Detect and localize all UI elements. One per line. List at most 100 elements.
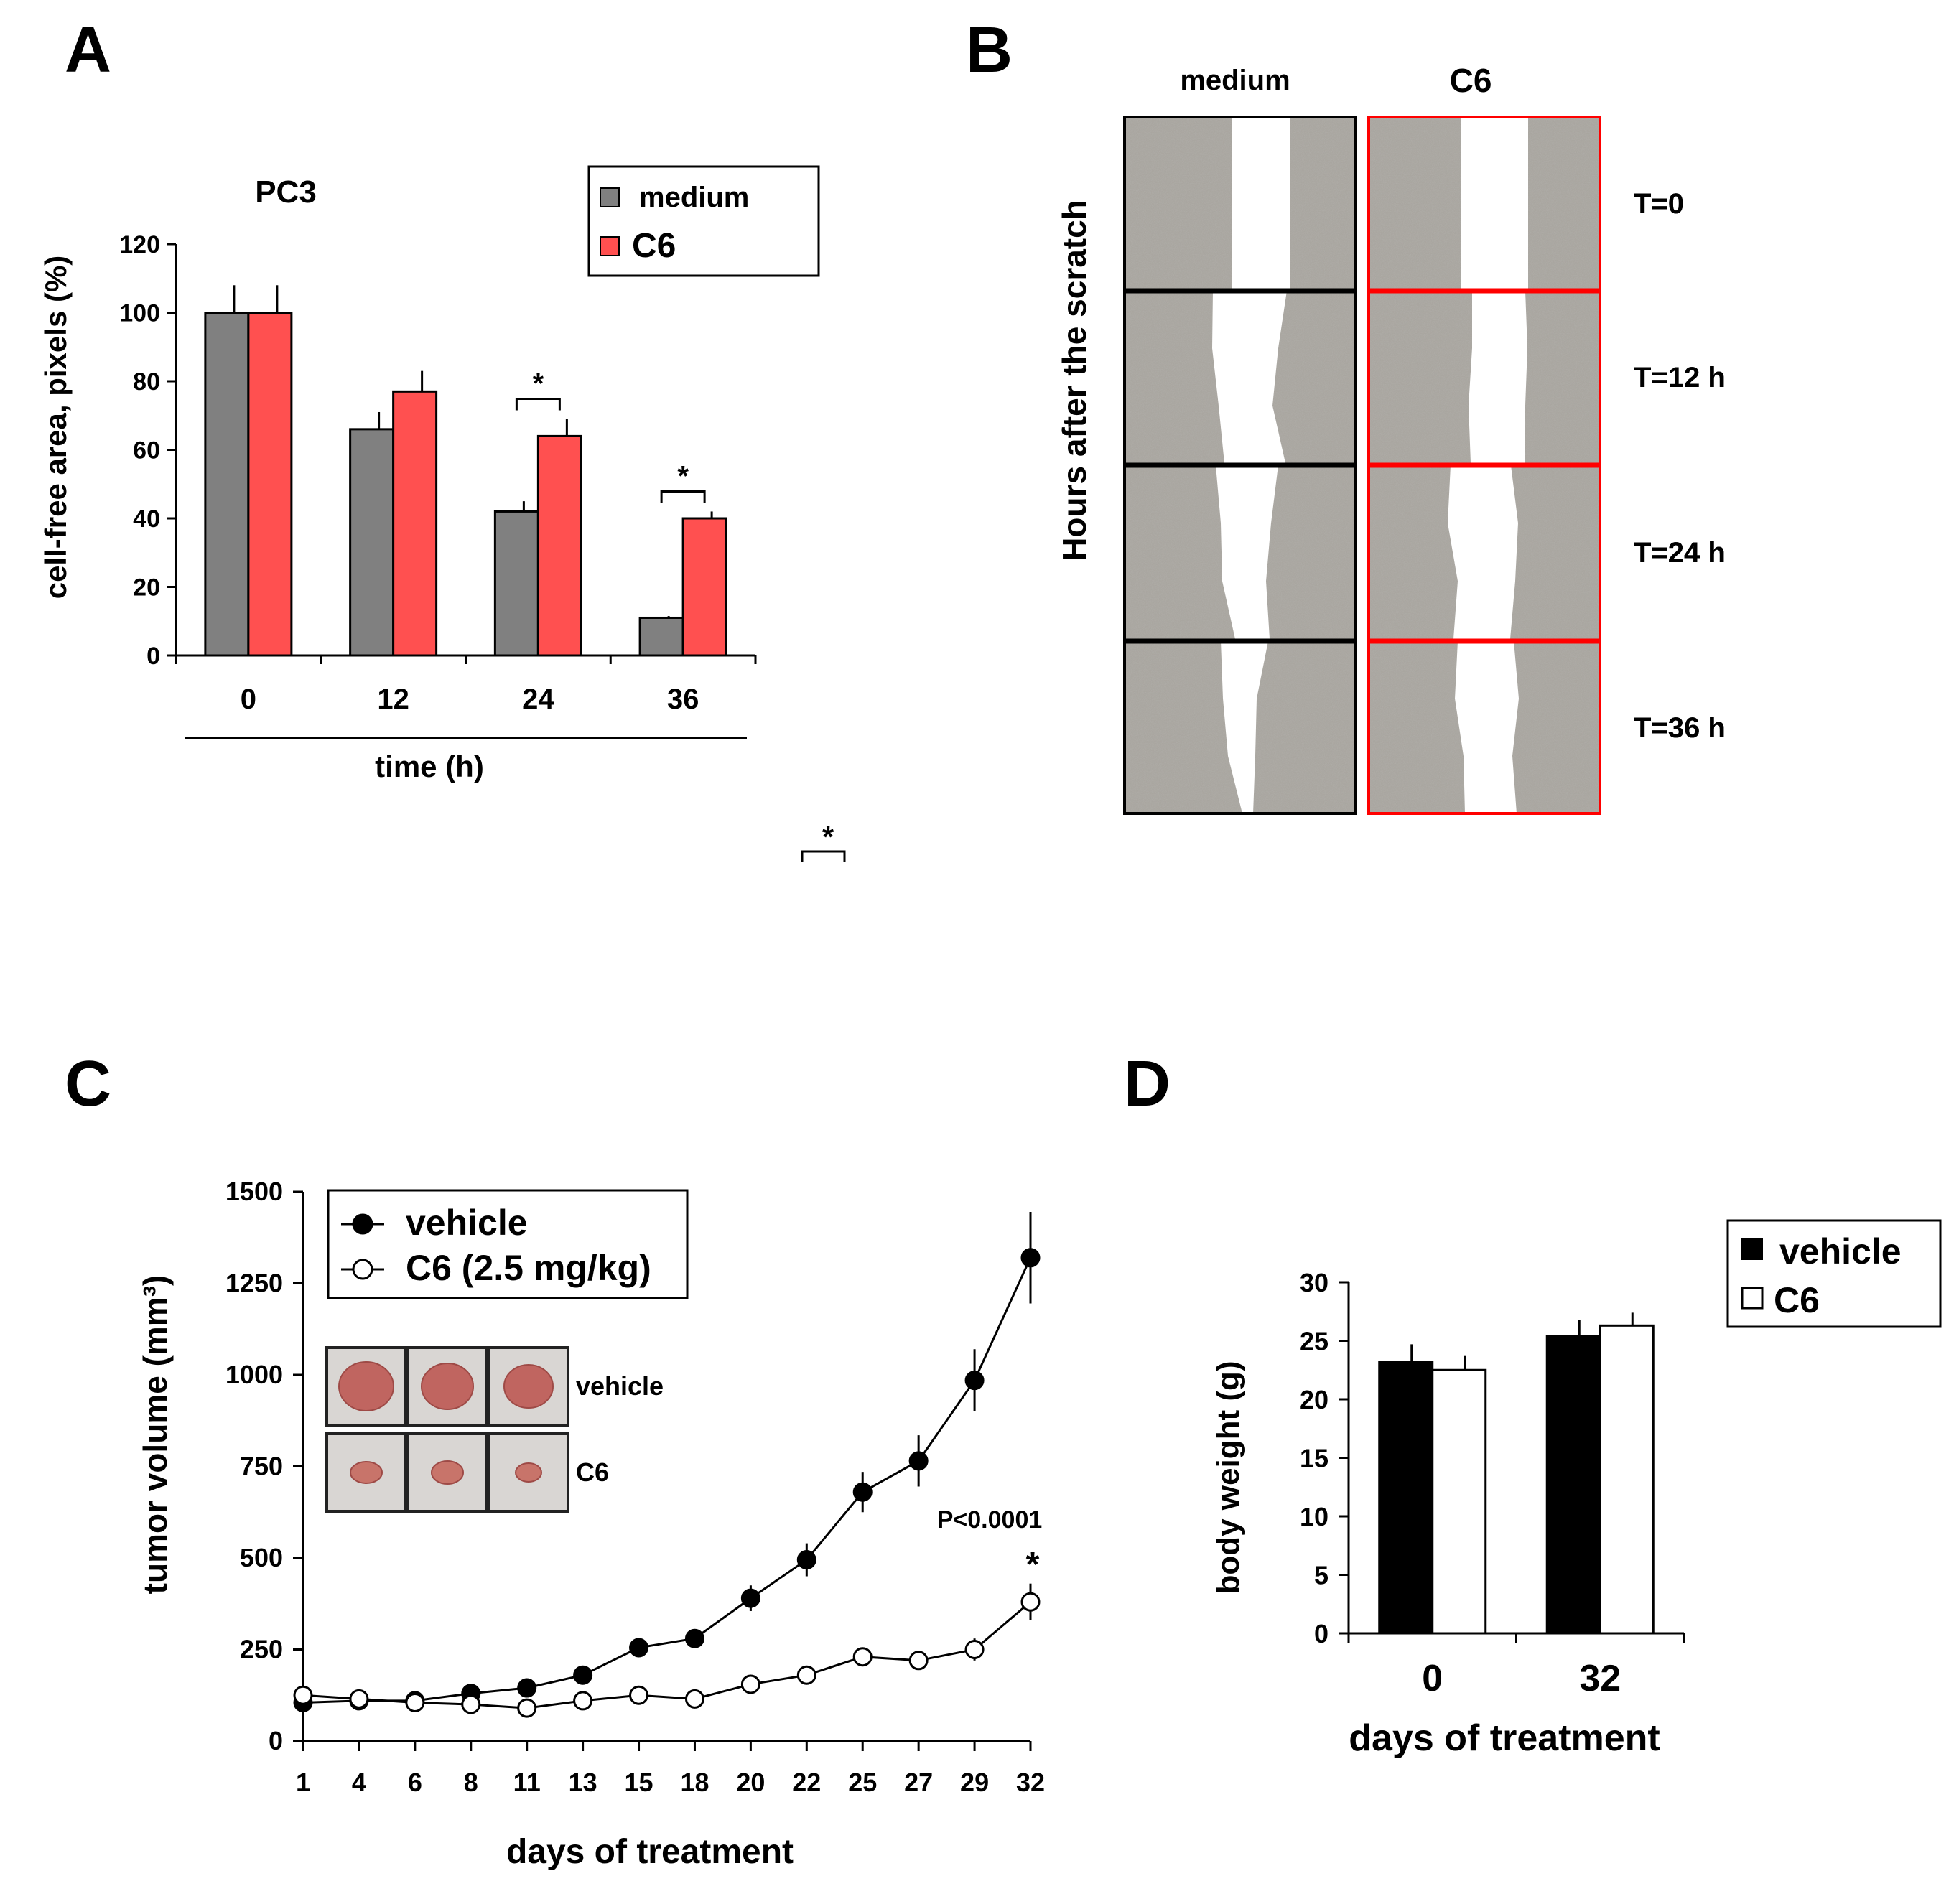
panel-b-col-medium: medium (1180, 65, 1290, 96)
chart-c-point-c6 (517, 1698, 537, 1718)
chart-c-point-vehicle (796, 1550, 816, 1570)
chart-c-legend (327, 1189, 689, 1299)
panel-b-row-label: T=24 h (1634, 537, 1726, 569)
chart-a-title: PC3 (255, 174, 317, 210)
chart-c-xtick-label: 27 (904, 1768, 933, 1797)
panel-b-row-label: T=24 h (1634, 537, 1726, 569)
panel-letter-a: A (65, 14, 111, 86)
chart-d-bar-vehicle (1378, 1361, 1434, 1635)
chart-a-ytick-label: 80 (133, 368, 160, 396)
chart-c-ytick-label: 250 (240, 1635, 283, 1664)
chart-c-ytick-label: 750 (240, 1452, 283, 1481)
chart-a-sig-star: * (533, 368, 544, 400)
chart-c-point-c6 (629, 1685, 649, 1705)
chart-d-bar-c6 (1599, 1324, 1655, 1635)
chart-c-xtick-label: 22 (792, 1768, 821, 1797)
panel-b-row-label: T=0 (1634, 188, 1684, 220)
chart-c-xtick-label: 18 (680, 1768, 709, 1797)
chart-d-xtick-label: 32 (1579, 1658, 1621, 1699)
legend-c-c6-label: C6 (2.5 mg/kg) (406, 1248, 651, 1288)
chart-c-point-c6 (349, 1689, 369, 1709)
chart-a-bar-medium (349, 428, 395, 657)
chart-c-xtick-label: 15 (625, 1768, 653, 1797)
panel-b-row-label: T=0 (1634, 188, 1684, 220)
chart-c-point-c6 (908, 1651, 929, 1671)
chart-a-bar-medium (493, 510, 539, 657)
panel-a-chart: PC3 cell-free area, pixels (%) time (h) … (39, 165, 820, 783)
chart-a-ytick-label: 0 (146, 643, 160, 670)
stray-sig-star: * (822, 820, 834, 854)
tumor-photo (421, 1363, 474, 1410)
chart-c-point-c6 (796, 1665, 816, 1685)
panel-b-row-label: T=36 h (1634, 712, 1726, 744)
chart-d-ytick-label: 15 (1300, 1444, 1329, 1473)
chart-c-point-vehicle (517, 1678, 537, 1698)
legend-c-vehicle-marker (352, 1213, 373, 1235)
scratch-gap (1461, 117, 1528, 289)
scratch-gap (1212, 291, 1287, 463)
legend-d-c6-swatch (1741, 1287, 1764, 1310)
chart-c-point-vehicle (684, 1628, 704, 1648)
chart-a-ytick-label: 100 (119, 300, 160, 327)
chart-c-point-c6 (852, 1647, 873, 1667)
chart-a-bar-c6 (247, 312, 293, 657)
chart-d-ytick-label: 25 (1300, 1327, 1329, 1356)
panel-b-row-label: T=36 h (1634, 712, 1726, 744)
chart-a-ytick-label: 120 (119, 231, 160, 258)
chart-c-xtick-label: 4 (352, 1768, 366, 1797)
chart-c-point-c6 (740, 1674, 760, 1694)
chart-d-ytick-label: 30 (1300, 1268, 1329, 1297)
chart-c-ytick-label: 500 (240, 1543, 283, 1572)
scratch-gap (1448, 465, 1518, 639)
tumor-photo (515, 1462, 542, 1483)
chart-a-legend (587, 165, 820, 277)
panel-d-chart: body weight (g) days of treatment vehicl… (1211, 1219, 1942, 1759)
panel-letter-d: D (1124, 1048, 1171, 1120)
panel-b-row-label: T=12 h (1634, 362, 1726, 393)
tumor-photo (503, 1364, 554, 1409)
tumor-photo-label: vehicle (576, 1371, 664, 1401)
chart-c-ytick-label: 1250 (225, 1269, 283, 1298)
chart-c-point-c6 (1020, 1592, 1041, 1612)
legend-d-c6-label: C6 (1774, 1280, 1820, 1320)
chart-c-xtick-label: 13 (569, 1768, 597, 1797)
chart-c-xtick-label: 8 (464, 1768, 478, 1797)
chart-a-ytick-label: 20 (133, 574, 160, 602)
scratch-gap (1232, 117, 1290, 289)
chart-c-xlabel: days of treatment (506, 1833, 794, 1871)
legend-c-c6-marker (352, 1259, 373, 1280)
scratch-gap (1455, 641, 1519, 813)
chart-d-xlabel: days of treatment (1349, 1717, 1660, 1759)
chart-c-point-vehicle (908, 1451, 929, 1471)
scratch-gap (1216, 465, 1278, 639)
legend-a-c6-label: C6 (632, 227, 676, 265)
chart-c-point-vehicle (573, 1665, 593, 1685)
chart-a-xlabel: time (h) (375, 750, 484, 783)
panel-b-images: medium C6 Hours after the scratch T=0T=0… (1056, 62, 1726, 815)
chart-a-ytick-label: 60 (133, 437, 160, 465)
chart-a-ytick-label: 40 (133, 505, 160, 533)
chart-d-ylabel: body weight (g) (1211, 1361, 1246, 1594)
chart-d-bar-vehicle (1545, 1335, 1601, 1635)
chart-d-ytick-label: 20 (1300, 1385, 1329, 1414)
chart-c-xtick-label: 6 (408, 1768, 422, 1797)
scratch-gap (1469, 291, 1527, 463)
chart-c-point-vehicle (1020, 1248, 1041, 1268)
chart-a-bar-medium (638, 616, 684, 657)
chart-a-bar-c6 (681, 517, 727, 657)
legend-d-vehicle-label: vehicle (1779, 1231, 1902, 1271)
panel-b-row-label: T=12 h (1634, 362, 1726, 393)
chart-a-sig-star: * (677, 460, 689, 492)
chart-c-point-vehicle (740, 1588, 760, 1608)
scratch-gap (1221, 641, 1268, 813)
chart-c-point-c6 (293, 1685, 313, 1705)
chart-d-xtick-label: 0 (1422, 1658, 1443, 1699)
chart-a-bar-medium (204, 312, 250, 657)
chart-a-xtick-label: 24 (522, 683, 554, 715)
legend-a-medium-swatch (600, 187, 620, 207)
chart-c-ytick-label: 1000 (225, 1360, 283, 1389)
tumor-photo (431, 1460, 464, 1485)
legend-d-vehicle-swatch (1741, 1238, 1763, 1260)
chart-a-sig-bracket (515, 398, 561, 411)
